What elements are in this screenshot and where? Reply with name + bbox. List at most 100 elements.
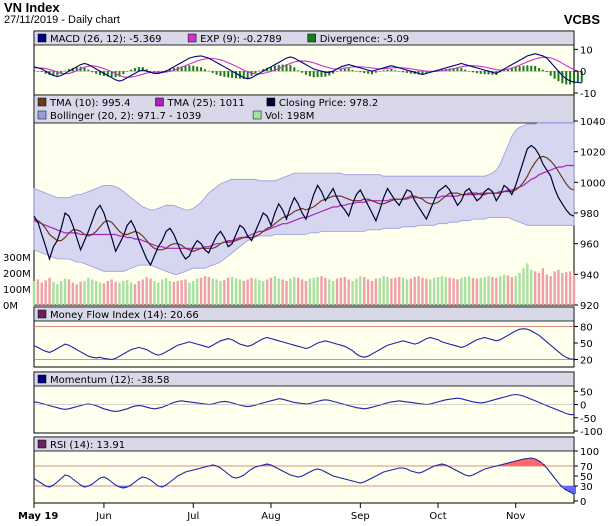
divergence-bar bbox=[386, 69, 389, 72]
divergence-bar bbox=[192, 65, 195, 72]
volume-bar bbox=[250, 277, 253, 305]
volume-bar bbox=[382, 276, 385, 305]
divergence-bar bbox=[293, 67, 296, 72]
rsi-tick-label-2: 50 bbox=[580, 472, 593, 483]
rsi-overbought-fill bbox=[502, 464, 507, 466]
rsi-overbought-fill bbox=[540, 464, 545, 466]
volume-bar bbox=[530, 269, 533, 305]
divergence-bar bbox=[200, 67, 203, 72]
price-tick-label-1: 1020 bbox=[580, 148, 605, 159]
closing-price-line bbox=[33, 144, 575, 267]
macd-tick-label-1: 0 bbox=[580, 67, 586, 78]
mfi-tick-label-1: 50 bbox=[580, 339, 593, 350]
volume-bar bbox=[157, 282, 160, 305]
divergence-bar bbox=[227, 71, 230, 78]
volume-bar bbox=[242, 281, 245, 305]
mfi-tick-label-2: 20 bbox=[580, 356, 593, 367]
rsi-overbought-fill bbox=[517, 460, 522, 466]
volume-bar bbox=[456, 279, 459, 305]
divergence-bar bbox=[312, 71, 315, 78]
rsi-legend-swatch-0 bbox=[37, 439, 47, 449]
volume-bar bbox=[568, 271, 572, 305]
divergence-bar bbox=[137, 67, 140, 72]
divergence-bar bbox=[343, 68, 346, 72]
divergence-bar bbox=[203, 69, 206, 72]
exp-line bbox=[34, 56, 582, 78]
divergence-bar bbox=[409, 71, 412, 74]
volume-bar bbox=[262, 281, 265, 305]
volume-bar bbox=[133, 284, 137, 305]
chart-subtitle: 27/11/2019 - Daily chart bbox=[4, 14, 120, 26]
rsi-overbought-fill bbox=[521, 459, 526, 466]
volume-bar bbox=[432, 277, 436, 305]
divergence-bar bbox=[40, 71, 43, 73]
momentum-legend-bg bbox=[33, 371, 575, 387]
volume-bar bbox=[405, 279, 409, 305]
volume-bar bbox=[83, 281, 86, 305]
momentum-line bbox=[33, 393, 575, 416]
divergence-bar bbox=[382, 70, 385, 72]
volume-bar bbox=[557, 269, 560, 305]
volume-bar bbox=[565, 272, 568, 305]
rsi-overbought-fill bbox=[537, 461, 542, 466]
volume-bar bbox=[192, 281, 195, 305]
divergence-bar bbox=[561, 71, 564, 84]
chart-title: VN Index bbox=[4, 0, 60, 15]
divergence-bar bbox=[468, 71, 471, 72]
volume-bar bbox=[495, 277, 498, 305]
volume-bar bbox=[32, 281, 36, 305]
divergence-bar bbox=[215, 71, 218, 75]
divergence-bar bbox=[99, 71, 102, 76]
volume-bar bbox=[285, 281, 288, 305]
macd-tick-label-0: 10 bbox=[580, 45, 593, 56]
divergence-bar bbox=[258, 70, 261, 72]
divergence-bar bbox=[60, 71, 63, 74]
divergence-bar bbox=[75, 67, 78, 72]
divergence-bar bbox=[106, 71, 109, 77]
divergence-bar bbox=[553, 71, 556, 79]
divergence-bar bbox=[153, 71, 156, 73]
volume-bar bbox=[386, 277, 389, 305]
volume-bar bbox=[126, 280, 129, 305]
rsi-overbought-fill bbox=[505, 463, 510, 466]
volume-tick-label-1: 200M bbox=[3, 269, 31, 280]
volume-bar bbox=[122, 281, 125, 305]
volume-bar bbox=[363, 277, 366, 305]
volume-bar bbox=[118, 282, 121, 305]
divergence-bar bbox=[223, 71, 226, 77]
volume-bar bbox=[487, 276, 490, 305]
volume-bar bbox=[308, 278, 312, 305]
volume-bar bbox=[553, 271, 556, 305]
price-legend-label-a0: TMA (10): 995.4 bbox=[49, 98, 130, 109]
volume-bar bbox=[172, 281, 176, 305]
volume-tick-label-2: 100M bbox=[3, 285, 31, 296]
volume-bar bbox=[215, 279, 218, 305]
mfi-legend-bg bbox=[33, 306, 575, 322]
divergence-bar bbox=[273, 65, 276, 72]
divergence-bar bbox=[180, 66, 183, 72]
rsi-overbought-fill bbox=[529, 458, 534, 466]
price-tick-label-4: 960 bbox=[580, 240, 599, 251]
divergence-bar bbox=[526, 65, 529, 72]
volume-bar bbox=[67, 279, 71, 305]
volume-bar bbox=[460, 277, 463, 305]
rsi-overbought-fill bbox=[513, 461, 518, 466]
rsi-oversold-fill bbox=[568, 486, 573, 492]
divergence-bar bbox=[262, 69, 265, 72]
macd-legend-label-2: Divergence: -5.09 bbox=[320, 34, 409, 45]
x-tick-label-2: Jul bbox=[186, 511, 199, 522]
volume-bar bbox=[40, 282, 43, 305]
x-tick-label-5: Oct bbox=[429, 511, 446, 522]
macd-legend-swatch-1 bbox=[187, 33, 197, 43]
x-tick-label-6: Nov bbox=[506, 511, 526, 522]
volume-bar bbox=[374, 278, 378, 305]
momentum-legend-swatch-0 bbox=[37, 374, 47, 384]
volume-bar bbox=[230, 277, 234, 305]
volume-bar bbox=[448, 277, 451, 305]
divergence-bar bbox=[64, 70, 67, 72]
rsi-overbought-fill bbox=[533, 459, 538, 466]
divergence-bar bbox=[328, 71, 331, 76]
volume-bar bbox=[526, 263, 529, 305]
volume-bar bbox=[510, 277, 514, 305]
divergence-bar bbox=[545, 71, 548, 73]
